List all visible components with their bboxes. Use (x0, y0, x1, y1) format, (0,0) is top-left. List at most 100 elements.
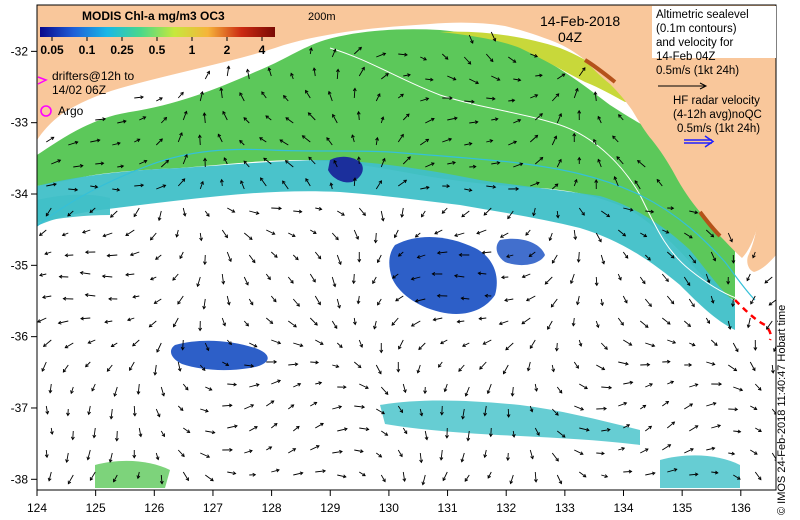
velocity-arrow-head (746, 277, 750, 282)
velocity-arrow (331, 49, 336, 58)
velocity-arrow-head (391, 322, 396, 326)
velocity-arrow (293, 342, 303, 347)
velocity-arrow (353, 88, 356, 99)
velocity-arrow-head (579, 451, 584, 455)
velocity-arrow-head (535, 181, 540, 186)
velocity-arrow-head (530, 455, 534, 460)
velocity-arrow (114, 386, 118, 397)
velocity-arrow-head (512, 59, 517, 63)
velocity-arrow (411, 276, 421, 280)
velocity-arrow-head (555, 412, 559, 416)
velocity-arrow (85, 294, 96, 297)
velocity-arrow (156, 97, 163, 102)
velocity-arrow-head (232, 471, 237, 476)
velocity-arrow-head (357, 258, 362, 263)
velocity-arrow-head (39, 273, 43, 277)
velocity-arrow (221, 179, 223, 187)
velocity-arrow-head (196, 283, 201, 288)
velocity-arrow (243, 232, 253, 240)
velocity-arrow-head (438, 363, 442, 368)
velocity-arrow-head (87, 340, 92, 344)
velocity-arrow-head (407, 156, 411, 160)
velocity-arrow (308, 112, 316, 121)
velocity-arrow-head (250, 404, 255, 408)
velocity-arrow-head (600, 302, 604, 307)
velocity-arrow-head (53, 182, 57, 187)
velocity-arrow-head (299, 343, 304, 348)
velocity-arrow-head (575, 365, 579, 369)
velocity-arrow-head (352, 87, 357, 92)
velocity-arrow (578, 339, 582, 347)
velocity-arrow-head (739, 387, 744, 392)
velocity-arrow (600, 342, 608, 350)
velocity-arrow-head (706, 279, 711, 284)
velocity-arrow-head (228, 258, 232, 263)
velocity-arrow-head (429, 77, 434, 82)
velocity-arrow-head (274, 254, 278, 258)
velocity-arrow-head (616, 156, 621, 160)
velocity-arrow (51, 159, 61, 165)
velocity-arrow-head (41, 368, 45, 372)
velocity-arrow-head (282, 180, 286, 185)
velocity-arrow-head (84, 293, 89, 297)
velocity-arrow (710, 339, 718, 346)
velocity-arrow (270, 295, 277, 303)
velocity-arrow (176, 229, 179, 237)
velocity-arrow-head (547, 326, 551, 330)
velocity-arrow (534, 157, 543, 165)
velocity-arrow (177, 361, 181, 372)
velocity-arrow-head (255, 383, 260, 387)
velocity-arrow (601, 210, 610, 218)
velocity-arrow (376, 452, 382, 458)
velocity-arrow-head (637, 160, 641, 164)
velocity-arrow (220, 88, 223, 99)
velocity-arrow-head (555, 214, 560, 219)
velocity-arrow (353, 47, 362, 55)
velocity-arrow-head (356, 110, 361, 115)
velocity-arrow (684, 403, 693, 410)
velocity-arrow (249, 426, 258, 432)
velocity-arrow (491, 75, 500, 81)
velocity-arrow (666, 295, 675, 304)
velocity-arrow (130, 251, 140, 256)
velocity-arrow-head (730, 303, 735, 308)
velocity-arrow-head (380, 217, 385, 222)
velocity-arrow-head (499, 234, 504, 238)
velocity-arrow-head (138, 433, 143, 438)
velocity-arrow-head (155, 456, 160, 461)
velocity-arrow (618, 402, 627, 407)
lon-tick-label: 133 (555, 501, 575, 515)
velocity-arrow-head (604, 474, 609, 478)
velocity-arrow-head (222, 322, 227, 327)
velocity-arrow-head (507, 215, 511, 220)
velocity-arrow (310, 361, 319, 364)
velocity-arrow-head (626, 424, 631, 428)
velocity-arrow (484, 405, 487, 416)
velocity-arrow-head (439, 411, 444, 416)
velocity-arrow (314, 295, 321, 305)
velocity-arrow (421, 210, 426, 218)
velocity-arrow (127, 317, 135, 321)
velocity-arrow-head (539, 113, 543, 117)
velocity-arrow (89, 471, 96, 481)
velocity-arrow-head (198, 327, 203, 332)
velocity-arrow-head (355, 236, 360, 240)
velocity-arrow-head (373, 239, 378, 244)
velocity-arrow (623, 470, 632, 473)
hf-radar-boundary (734, 299, 773, 341)
velocity-arrow-head (471, 99, 475, 104)
velocity-arrow-head (299, 471, 304, 476)
velocity-arrow-head (753, 406, 758, 411)
lon-tick-label: 129 (320, 501, 340, 515)
velocity-arrow-head (177, 300, 181, 305)
velocity-arrow (644, 425, 652, 432)
velocity-arrow-head (211, 430, 216, 435)
velocity-arrow-head (291, 233, 296, 238)
velocity-arrow (95, 162, 104, 165)
velocity-arrow-head (179, 407, 184, 412)
velocity-arrow (486, 185, 496, 188)
velocity-arrow-head (132, 454, 137, 459)
velocity-arrow-head (670, 254, 675, 259)
velocity-arrow (579, 427, 590, 431)
velocity-arrow-head (344, 427, 348, 432)
